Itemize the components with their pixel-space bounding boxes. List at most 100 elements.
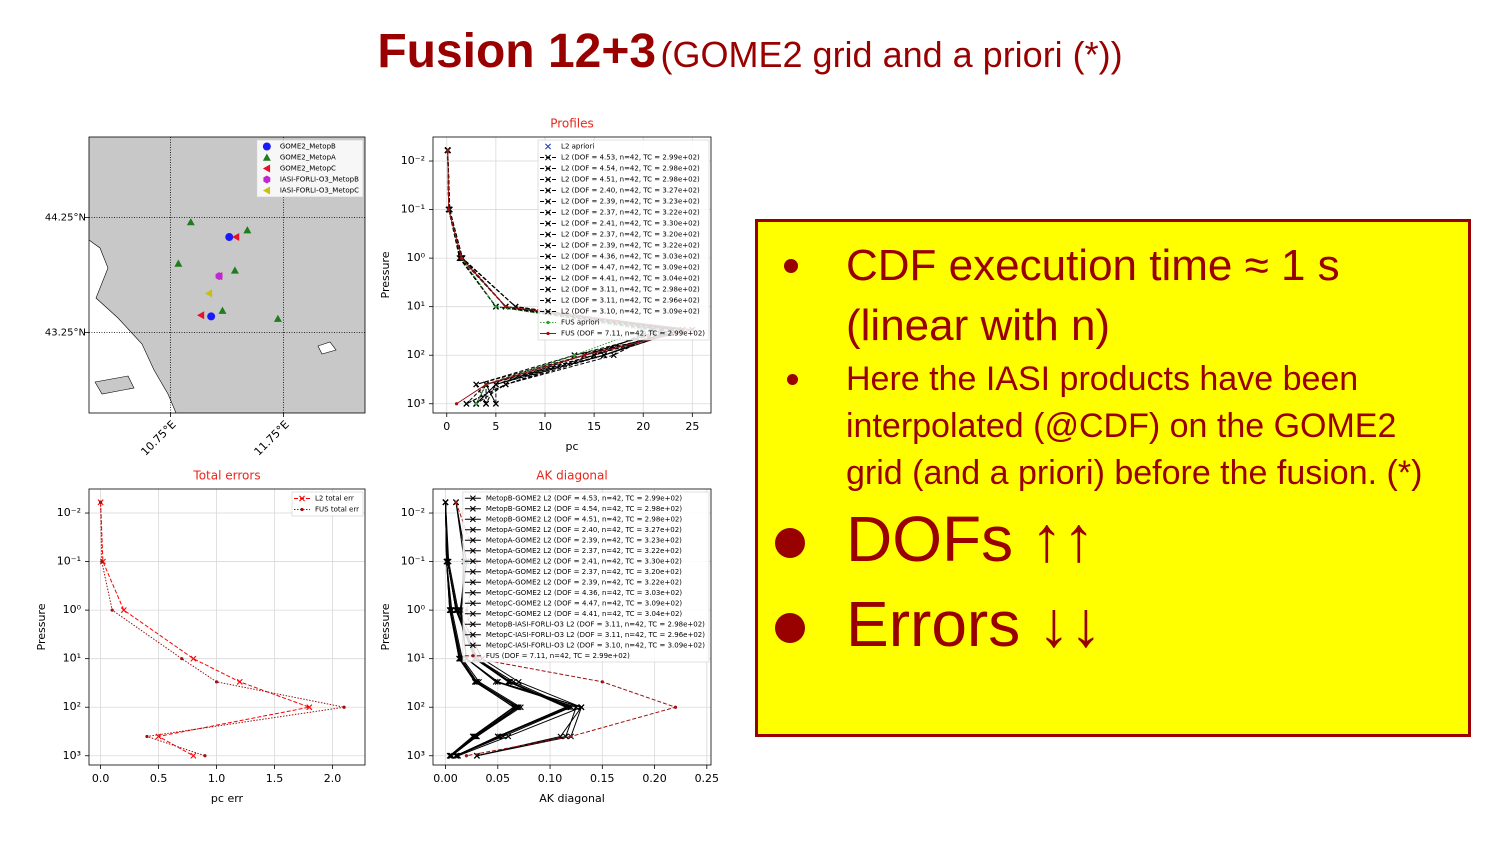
legend-marker: [469, 600, 476, 607]
legend-label: L2 (DOF = 4.51, n=42, TC = 2.98e+02): [561, 176, 700, 184]
legend-label: IASI-FORLI-O3_MetopC: [280, 187, 359, 195]
legend-item: L2 (DOF = 2.37, n=42, TC = 3.22e+02): [540, 209, 700, 217]
legend-marker: [545, 198, 552, 205]
legend-marker: [469, 589, 476, 596]
legend-marker: [469, 610, 476, 617]
marker: [459, 256, 464, 260]
legend-item: L2 apriori: [545, 143, 594, 151]
map-island: [94, 375, 135, 395]
marker: [463, 400, 470, 407]
x-tick-label: 0.05: [486, 772, 511, 785]
x-tick-label: 11.75°E: [252, 418, 292, 458]
legend-marker: [546, 331, 550, 336]
x-tick-label: 0.0: [92, 772, 110, 785]
panel-title: Total errors: [192, 469, 260, 483]
marker: [204, 289, 213, 298]
marker: [454, 402, 459, 406]
y-tick-label: 10²: [407, 348, 425, 361]
marker: [473, 678, 480, 685]
marker: [578, 704, 585, 711]
x-tick-label: 1.0: [208, 772, 226, 785]
series-line: [447, 150, 683, 405]
legend-item: MetopC-IASI-FORLI-O3 L2 (DOF = 3.11, n=4…: [464, 631, 705, 639]
legend-item: MetopB-GOME2 L2 (DOF = 4.53, n=42, TC = …: [464, 494, 682, 502]
marker: [342, 705, 346, 709]
marker: [215, 272, 223, 281]
marker: [442, 499, 449, 506]
marker: [582, 353, 586, 357]
legend-marker: [262, 153, 271, 161]
legend-marker: [469, 516, 476, 523]
legend-label: MetopA-GOME2 L2 (DOF = 2.41, n=42, TC = …: [486, 557, 682, 565]
x-tick-label: 0.10: [538, 772, 563, 785]
legend-label: FUS (DOF = 7.11, n=42, TC = 2.99e+02): [561, 330, 705, 338]
marker: [207, 312, 216, 321]
x-tick-label: 0.00: [433, 772, 458, 785]
x-tick-label: 25: [685, 420, 699, 433]
legend-marker: [545, 154, 552, 161]
marker: [110, 608, 114, 612]
y-tick-label: 10⁰: [63, 603, 82, 616]
map-sea: [89, 240, 176, 413]
legend-item: MetopB-GOME2 L2 (DOF = 4.51, n=42, TC = …: [464, 515, 682, 523]
legend-item: L2 (DOF = 2.37, n=42, TC = 3.20e+02): [540, 231, 700, 239]
x-tick-label: 0: [443, 420, 450, 433]
x-axis-label: pc err: [211, 792, 244, 805]
legend-label: L2 (DOF = 3.11, n=42, TC = 2.96e+02): [561, 297, 700, 305]
marker: [447, 207, 451, 212]
legend-label: GOME2_MetopC: [280, 165, 336, 173]
legend-box: [537, 139, 710, 341]
marker: [446, 148, 450, 152]
legend-item: MetopA-GOME2 L2 (DOF = 2.41, n=42, TC = …: [464, 557, 682, 565]
marker: [203, 754, 207, 758]
legend: GOME2_MetopB GOME2_MetopA GOME2_MetopC IASI…: [256, 139, 364, 198]
marker: [145, 734, 149, 739]
legend-label: L2 (DOF = 4.41, n=42, TC = 3.04e+02): [561, 275, 700, 283]
legend-label: L2 (DOF = 2.39, n=42, TC = 3.22e+02): [561, 242, 700, 250]
legend-marker: [469, 537, 476, 544]
legend-label: GOME2_MetopB: [280, 143, 336, 151]
legend-label: MetopA-GOME2 L2 (DOF = 2.39, n=42, TC = …: [486, 578, 682, 586]
legend-label: MetopB-GOME2 L2 (DOF = 4.51, n=42, TC = …: [486, 515, 682, 523]
legend-marker: [469, 558, 476, 565]
legend-item: MetopB-IASI-FORLI-O3 L2 (DOF = 3.11, n=4…: [464, 620, 705, 628]
series-line: [445, 502, 583, 757]
legend-box: [256, 139, 364, 198]
marker: [473, 381, 480, 388]
legend-marker: [545, 231, 552, 238]
legend: MetopB-GOME2 L2 (DOF = 4.53, n=42, TC = …: [462, 491, 710, 663]
x-tick-label: 15: [587, 420, 601, 433]
legend-marker: [299, 495, 305, 502]
marker: [155, 733, 162, 740]
marker: [98, 500, 103, 504]
plots: 10.75°E 11.75°E 43.25°N 44.25°N GOME2_MetopB…: [35, 117, 720, 806]
legend-item: FUS (DOF = 7.11, n=42, TC = 2.99e+02): [540, 330, 705, 338]
x-tick-label: 0.25: [695, 772, 720, 785]
legend-item: L2 (DOF = 2.41, n=42, TC = 3.30e+02): [540, 220, 700, 228]
marker: [492, 381, 499, 388]
title-rest: (GOME2 grid and a priori (*)): [660, 34, 1123, 75]
marker: [218, 306, 227, 314]
legend-item: MetopA-GOME2 L2 (DOF = 2.37, n=42, TC = …: [464, 547, 682, 555]
map-lake: [317, 341, 337, 355]
marker: [447, 752, 454, 759]
marker: [569, 734, 573, 739]
axes-frame: [432, 488, 712, 766]
marker: [474, 402, 478, 406]
legend-marker: [262, 142, 271, 151]
marker: [563, 704, 570, 711]
legend-item: L2 (DOF = 2.40, n=42, TC = 3.27e+02): [540, 187, 700, 195]
legend-marker: [545, 275, 552, 282]
marker: [190, 655, 197, 662]
y-tick-label: 10¹: [63, 652, 81, 665]
legend-item: L2 (DOF = 3.11, n=42, TC = 2.98e+02): [540, 286, 700, 294]
legend-item: L2 (DOF = 2.39, n=42, TC = 3.23e+02): [540, 198, 700, 206]
series-line: [100, 502, 312, 757]
series-line: [445, 502, 519, 757]
series-line: [455, 502, 678, 757]
legend-item: MetopC-GOME2 L2 (DOF = 4.41, n=42, TC = …: [464, 610, 682, 618]
legend-item: GOME2_MetopB: [262, 142, 336, 151]
y-tick-label: 10³: [407, 397, 425, 410]
legend-label: L2 (DOF = 2.37, n=42, TC = 3.22e+02): [561, 209, 700, 217]
